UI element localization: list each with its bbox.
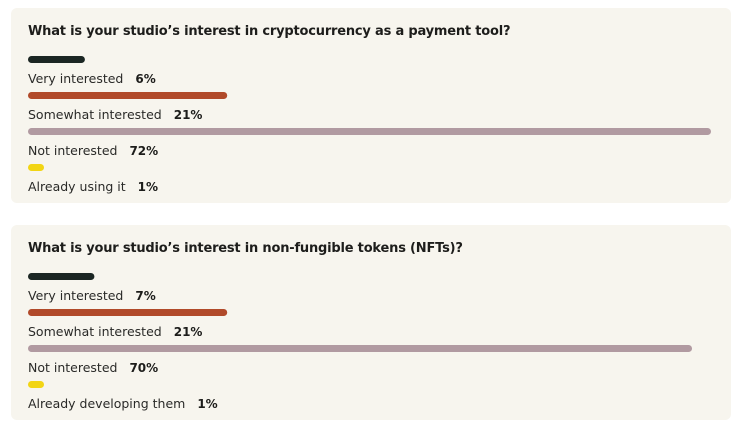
nft-label-already: Already developing them [28, 396, 185, 411]
crypto-value-not-interested: 72% [129, 144, 158, 158]
nft-value-already: 1% [197, 397, 217, 411]
crypto-label-somewhat-interested: Somewhat interested [28, 107, 162, 122]
crypto-survey-card: What is your studio’s interest in crypto… [11, 8, 731, 203]
nft-label-not-interested: Not interested [28, 360, 117, 375]
crypto-bar-somewhat-interested [28, 92, 228, 99]
nft-bar-very-interested [28, 273, 95, 280]
crypto-value-somewhat-interested: 21% [174, 108, 203, 122]
crypto-value-very-interested: 6% [135, 72, 155, 86]
nft-bar-somewhat-interested [28, 309, 228, 316]
crypto-value-already: 1% [138, 180, 158, 194]
nft-value-somewhat-interested: 21% [174, 325, 203, 339]
crypto-bar-not-interested [28, 128, 711, 135]
crypto-bar-chart: Very interested 6% Somewhat interested 21% N… [28, 56, 711, 194]
crypto-label-very-interested: Very interested [28, 71, 123, 86]
nft-question-title: What is your studio’s interest in non-fu… [28, 241, 463, 256]
crypto-bar-very-interested [28, 56, 85, 63]
crypto-question-title: What is your studio’s interest in crypto… [28, 24, 511, 39]
crypto-label-already: Already using it [28, 179, 126, 194]
nft-bar-not-interested [28, 345, 693, 352]
nft-value-not-interested: 70% [129, 361, 158, 375]
nft-bar-chart: Very interested 7% Somewhat interested 21% N… [28, 273, 693, 411]
nft-value-very-interested: 7% [135, 289, 155, 303]
crypto-label-not-interested: Not interested [28, 143, 117, 158]
nft-label-somewhat-interested: Somewhat interested [28, 324, 162, 339]
nft-survey-card: What is your studio’s interest in non-fu… [11, 225, 731, 420]
crypto-bar-already [28, 164, 44, 171]
nft-label-very-interested: Very interested [28, 288, 123, 303]
nft-bar-already [28, 381, 44, 388]
